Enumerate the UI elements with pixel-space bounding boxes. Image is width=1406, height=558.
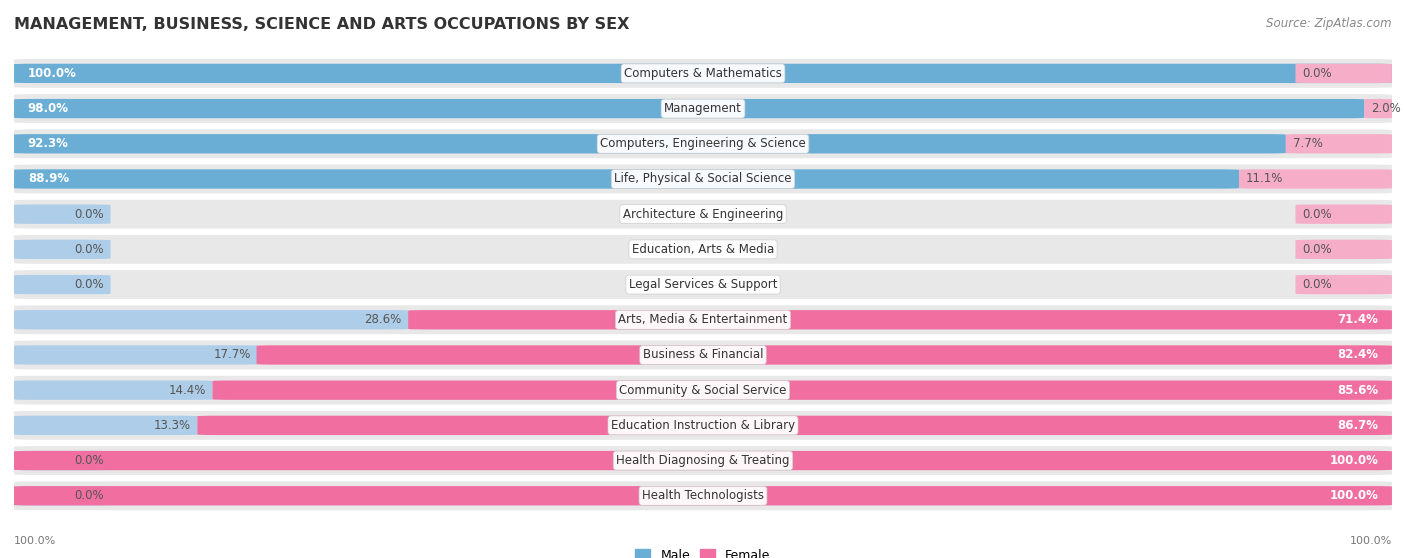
FancyBboxPatch shape [14, 64, 1392, 83]
FancyBboxPatch shape [256, 345, 1392, 365]
FancyBboxPatch shape [14, 165, 1392, 194]
FancyBboxPatch shape [1295, 240, 1392, 259]
FancyBboxPatch shape [14, 240, 111, 259]
FancyBboxPatch shape [14, 270, 1392, 299]
Text: Education Instruction & Library: Education Instruction & Library [612, 419, 794, 432]
Text: 11.1%: 11.1% [1246, 172, 1284, 185]
Text: 0.0%: 0.0% [75, 278, 104, 291]
FancyBboxPatch shape [14, 340, 1392, 369]
FancyBboxPatch shape [14, 129, 1392, 158]
FancyBboxPatch shape [14, 381, 212, 400]
Text: 100.0%: 100.0% [14, 536, 56, 546]
Text: 100.0%: 100.0% [28, 67, 77, 80]
FancyBboxPatch shape [1295, 205, 1392, 224]
FancyBboxPatch shape [14, 345, 257, 365]
Text: 0.0%: 0.0% [75, 243, 104, 256]
Text: Health Technologists: Health Technologists [643, 489, 763, 502]
Text: 98.0%: 98.0% [28, 102, 69, 115]
Text: 2.0%: 2.0% [1371, 102, 1400, 115]
Text: Life, Physical & Social Science: Life, Physical & Social Science [614, 172, 792, 185]
Text: 7.7%: 7.7% [1292, 137, 1323, 150]
FancyBboxPatch shape [14, 200, 1392, 229]
FancyBboxPatch shape [14, 275, 111, 294]
FancyBboxPatch shape [14, 134, 1286, 153]
FancyBboxPatch shape [14, 482, 1392, 510]
FancyBboxPatch shape [14, 451, 1392, 470]
Text: Computers & Mathematics: Computers & Mathematics [624, 67, 782, 80]
FancyBboxPatch shape [14, 310, 408, 329]
FancyBboxPatch shape [14, 99, 1364, 118]
Text: MANAGEMENT, BUSINESS, SCIENCE AND ARTS OCCUPATIONS BY SEX: MANAGEMENT, BUSINESS, SCIENCE AND ARTS O… [14, 17, 630, 32]
FancyBboxPatch shape [14, 416, 197, 435]
FancyBboxPatch shape [14, 305, 1392, 334]
Text: 82.4%: 82.4% [1337, 349, 1378, 362]
Text: 0.0%: 0.0% [1302, 67, 1331, 80]
Text: 13.3%: 13.3% [153, 419, 190, 432]
FancyBboxPatch shape [14, 486, 1392, 506]
FancyBboxPatch shape [14, 59, 1392, 88]
Text: Community & Social Service: Community & Social Service [619, 384, 787, 397]
FancyBboxPatch shape [212, 381, 1392, 400]
Text: 0.0%: 0.0% [75, 208, 104, 220]
Text: Legal Services & Support: Legal Services & Support [628, 278, 778, 291]
Text: 100.0%: 100.0% [1329, 489, 1378, 502]
Text: 0.0%: 0.0% [1302, 208, 1331, 220]
FancyBboxPatch shape [1239, 169, 1392, 189]
Text: 71.4%: 71.4% [1337, 313, 1378, 326]
Text: 0.0%: 0.0% [1302, 243, 1331, 256]
Text: Source: ZipAtlas.com: Source: ZipAtlas.com [1267, 17, 1392, 30]
Text: 28.6%: 28.6% [364, 313, 401, 326]
Text: 100.0%: 100.0% [1329, 454, 1378, 467]
Text: 0.0%: 0.0% [75, 454, 104, 467]
Text: 0.0%: 0.0% [75, 489, 104, 502]
Text: 0.0%: 0.0% [1302, 278, 1331, 291]
Text: 14.4%: 14.4% [169, 384, 205, 397]
Text: 86.7%: 86.7% [1337, 419, 1378, 432]
Text: Arts, Media & Entertainment: Arts, Media & Entertainment [619, 313, 787, 326]
Text: 100.0%: 100.0% [1350, 536, 1392, 546]
FancyBboxPatch shape [1286, 134, 1392, 153]
Text: Business & Financial: Business & Financial [643, 349, 763, 362]
FancyBboxPatch shape [14, 169, 1239, 189]
FancyBboxPatch shape [14, 451, 111, 470]
Text: 17.7%: 17.7% [214, 349, 252, 362]
Text: Management: Management [664, 102, 742, 115]
FancyBboxPatch shape [14, 235, 1392, 264]
FancyBboxPatch shape [14, 205, 111, 224]
FancyBboxPatch shape [14, 94, 1392, 123]
FancyBboxPatch shape [408, 310, 1392, 329]
FancyBboxPatch shape [14, 411, 1392, 440]
Text: 85.6%: 85.6% [1337, 384, 1378, 397]
Legend: Male, Female: Male, Female [630, 543, 776, 558]
Text: 88.9%: 88.9% [28, 172, 69, 185]
FancyBboxPatch shape [1295, 275, 1392, 294]
FancyBboxPatch shape [14, 486, 111, 506]
Text: 92.3%: 92.3% [28, 137, 69, 150]
Text: Architecture & Engineering: Architecture & Engineering [623, 208, 783, 220]
Text: Education, Arts & Media: Education, Arts & Media [631, 243, 775, 256]
Text: Computers, Engineering & Science: Computers, Engineering & Science [600, 137, 806, 150]
FancyBboxPatch shape [197, 416, 1392, 435]
FancyBboxPatch shape [1364, 99, 1392, 118]
Text: Health Diagnosing & Treating: Health Diagnosing & Treating [616, 454, 790, 467]
FancyBboxPatch shape [14, 376, 1392, 405]
FancyBboxPatch shape [14, 446, 1392, 475]
FancyBboxPatch shape [1295, 64, 1392, 83]
